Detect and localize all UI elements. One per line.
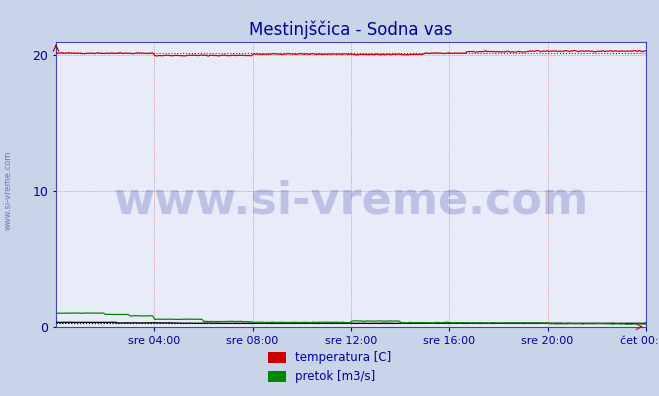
Text: www.si-vreme.com: www.si-vreme.com <box>4 150 13 230</box>
Legend: temperatura [C], pretok [m3/s]: temperatura [C], pretok [m3/s] <box>263 347 396 388</box>
Text: www.si-vreme.com: www.si-vreme.com <box>113 180 588 223</box>
Title: Mestinjščica - Sodna vas: Mestinjščica - Sodna vas <box>249 20 453 39</box>
